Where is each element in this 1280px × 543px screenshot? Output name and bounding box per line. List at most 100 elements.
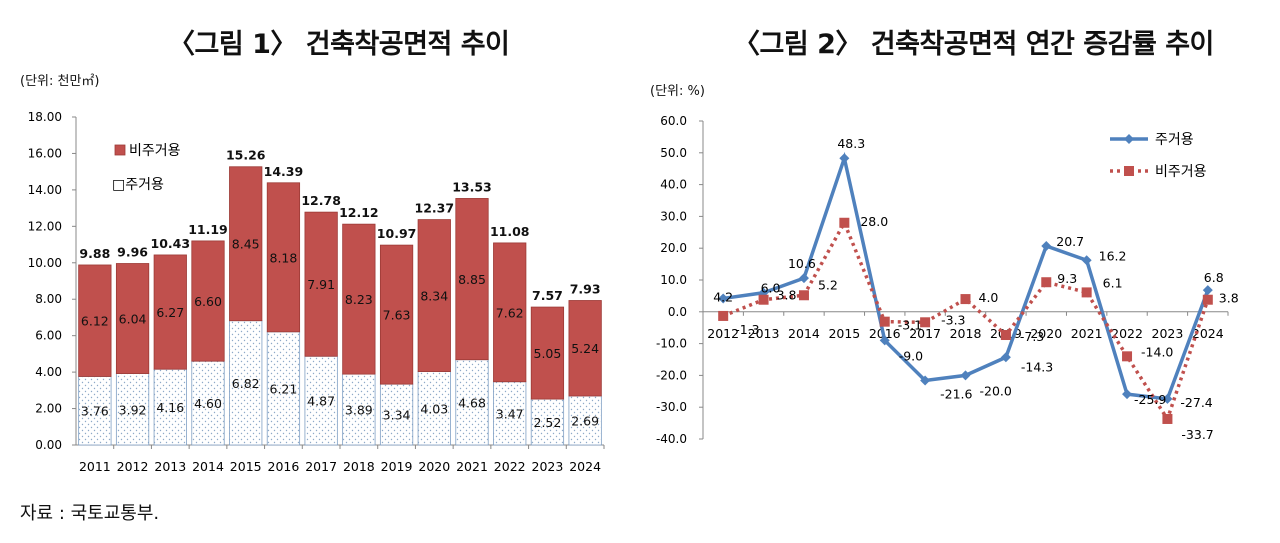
point-non-residential	[839, 217, 850, 228]
x-tick-label: 2014	[192, 459, 224, 474]
x-tick-label: 2016	[268, 459, 300, 474]
point-non-residential	[798, 290, 809, 301]
legend-label-residential: □주거용	[112, 177, 164, 193]
data-label-residential: -9.0	[899, 348, 923, 363]
y-tick-label: 50.0	[660, 146, 687, 160]
x-tick-label: 2017	[305, 459, 337, 474]
bar-residential	[455, 359, 489, 446]
value-label-total: 12.12	[339, 205, 379, 220]
y-tick-label: -10.0	[656, 337, 687, 351]
point-non-residential	[758, 294, 769, 305]
y-tick-label: 30.0	[660, 209, 687, 223]
point-non-residential	[1000, 330, 1011, 341]
data-label-non-residential: 4.0	[979, 290, 999, 305]
y-tick-label: 0.00	[35, 438, 62, 452]
bar-residential	[342, 373, 376, 446]
value-label-non-residential: 6.12	[81, 314, 109, 329]
data-label-residential: -14.3	[1021, 359, 1053, 374]
x-tick-label: 2022	[494, 459, 526, 474]
value-label-non-residential: 7.63	[383, 308, 411, 323]
value-label-non-residential: 6.60	[194, 294, 222, 309]
bar-non-residential	[266, 182, 301, 333]
bar-residential	[191, 360, 225, 446]
value-label-residential: 3.92	[119, 402, 147, 417]
chart1-title: 〈그림 1〉 건축착공면적 추이	[168, 29, 510, 60]
value-label-total: 12.37	[415, 201, 455, 216]
x-tick-label: 2014	[788, 326, 820, 341]
value-label-total: 14.39	[264, 164, 304, 179]
data-label-non-residential: -14.0	[1141, 344, 1173, 359]
value-label-residential: 3.76	[81, 404, 109, 419]
data-label-non-residential: -3.3	[941, 312, 965, 327]
value-label-residential: 3.34	[383, 408, 411, 423]
bar-non-residential	[153, 254, 187, 370]
data-label-non-residential: 9.3	[1057, 271, 1077, 286]
y-tick-label: -20.0	[656, 368, 687, 382]
point-non-residential	[1122, 351, 1133, 362]
x-tick-label: 2015	[230, 459, 262, 474]
bar-non-residential	[417, 219, 451, 372]
point-non-residential	[1202, 294, 1213, 305]
legend-swatch-non-residential	[114, 144, 126, 156]
value-label-total: 10.43	[151, 236, 191, 251]
bar-non-residential	[191, 240, 225, 362]
x-tick-label: 2012	[707, 326, 739, 341]
value-label-residential: 4.87	[307, 394, 335, 409]
value-label-non-residential: 8.34	[420, 289, 448, 304]
bar-residential	[417, 371, 451, 446]
bar-residential	[115, 373, 150, 446]
value-label-non-residential: 8.23	[345, 292, 373, 307]
value-label-non-residential: 8.45	[232, 237, 260, 252]
y-tick-label: 0.0	[668, 305, 687, 319]
bar-non-residential	[78, 264, 112, 377]
value-label-total: 9.88	[79, 246, 110, 261]
x-tick-label: 2024	[1192, 326, 1224, 341]
point-non-residential	[1162, 413, 1173, 424]
value-label-non-residential: 8.18	[270, 250, 298, 265]
data-label-residential: -27.4	[1180, 395, 1212, 410]
x-tick-label: 2020	[1030, 326, 1062, 341]
x-tick-label: 2013	[154, 459, 186, 474]
y-tick-label: 12.00	[28, 219, 62, 233]
value-label-total: 10.97	[377, 226, 417, 241]
value-label-residential: 2.52	[534, 415, 562, 430]
point-residential	[1000, 352, 1011, 363]
bar-non-residential	[568, 300, 602, 397]
data-label-non-residential: 5.2	[818, 277, 838, 292]
point-residential	[1202, 285, 1213, 296]
point-residential	[839, 153, 850, 164]
data-label-residential: -21.6	[940, 386, 972, 401]
y-tick-label: -30.0	[656, 400, 687, 414]
data-label-non-residential: 3.8	[777, 288, 797, 303]
value-label-non-residential: 8.85	[458, 272, 486, 287]
point-residential	[1162, 393, 1173, 404]
x-tick-label: 2018	[343, 459, 375, 474]
x-tick-label: 2012	[117, 459, 149, 474]
bar-residential	[304, 355, 338, 446]
value-label-residential: 3.89	[345, 403, 373, 418]
value-label-total: 11.08	[490, 224, 530, 239]
value-label-total: 13.53	[452, 179, 492, 194]
value-label-residential: 4.60	[194, 396, 222, 411]
chart2-unit-label: (단위: %)	[650, 84, 705, 99]
x-tick-label: 2019	[381, 459, 413, 474]
point-residential	[1041, 240, 1052, 251]
bar-non-residential	[115, 263, 150, 374]
value-label-residential: 4.68	[458, 395, 486, 410]
value-label-total: 9.96	[117, 245, 148, 260]
data-label-residential: 10.6	[788, 256, 816, 271]
bar-non-residential	[455, 198, 489, 361]
legend-label-non-residential: 비주거용	[129, 143, 181, 159]
bar-non-residential	[379, 244, 414, 385]
data-label-non-residential: -1.3	[735, 322, 759, 337]
point-residential	[920, 375, 931, 386]
y-tick-label: 40.0	[660, 178, 687, 192]
data-label-non-residential: 3.8	[1219, 291, 1239, 306]
legend-marker-residential	[1124, 134, 1134, 144]
value-label-residential: 6.82	[232, 376, 260, 391]
bar-non-residential	[229, 166, 263, 322]
data-label-residential: 48.3	[837, 136, 865, 151]
x-tick-label: 2023	[1152, 326, 1184, 341]
bar-non-residential	[304, 211, 338, 357]
